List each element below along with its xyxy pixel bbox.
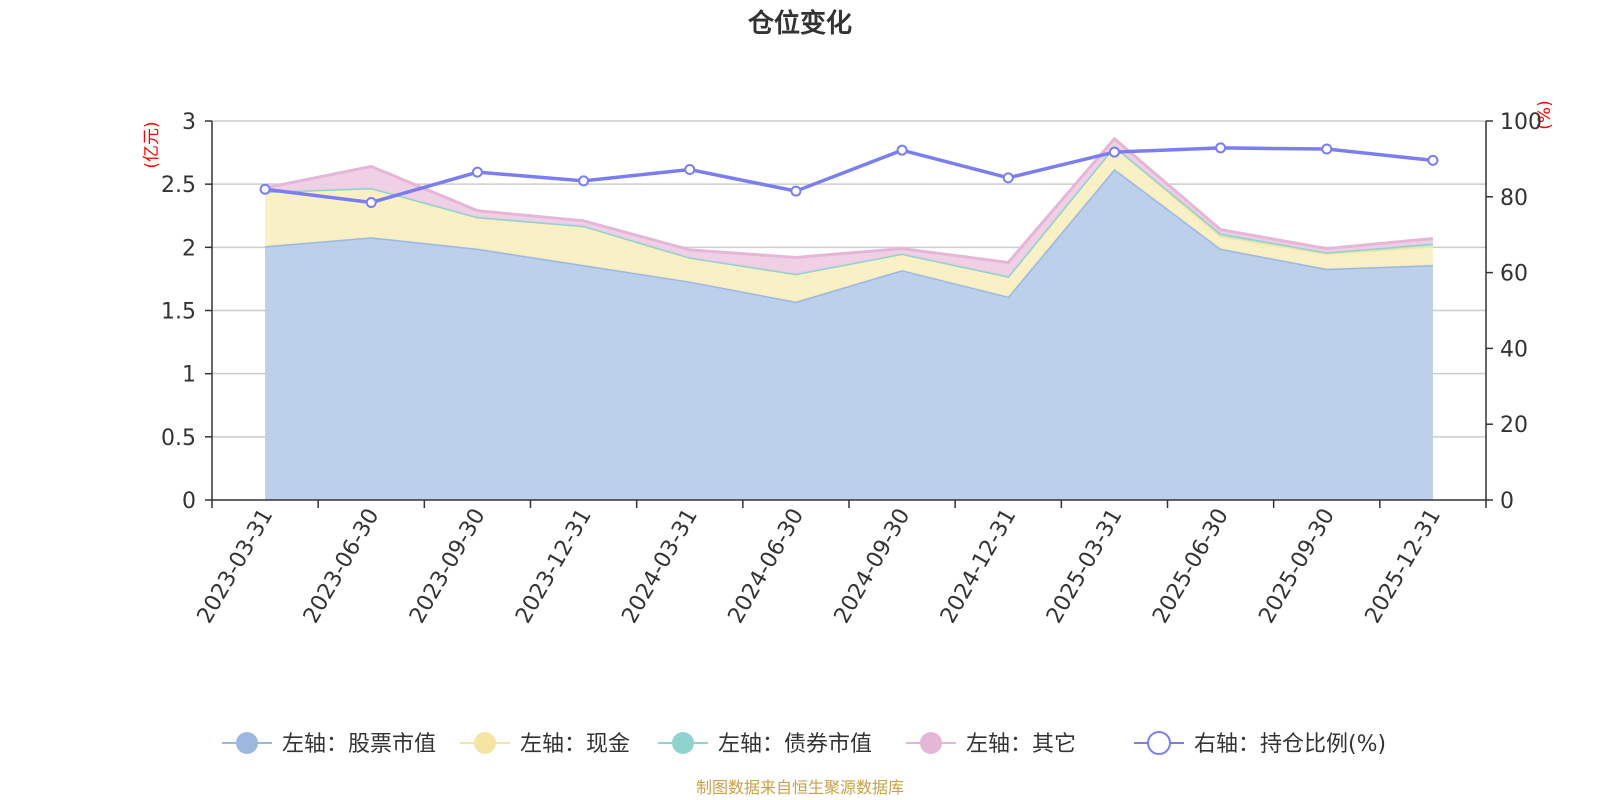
legend-marker-3 xyxy=(672,732,694,754)
legend-label-2: 左轴：现金 xyxy=(520,732,630,757)
chart-title: 仓位变化 xyxy=(747,8,852,39)
x-tick-label: 2023-03-31 xyxy=(193,505,279,628)
ratio-point xyxy=(896,144,908,156)
right-tick-label: 0 xyxy=(1500,489,1514,514)
area-series-2 xyxy=(265,146,1433,302)
ratio-point xyxy=(578,175,590,187)
legend-label-5: 右轴：持仓比例(%) xyxy=(1194,732,1386,757)
ratio-point xyxy=(365,196,377,208)
legend-marker-4 xyxy=(920,732,942,754)
x-tick-label: 2024-09-30 xyxy=(830,504,916,627)
legend: 左轴：股票市值 左轴：现金 左轴：债券市值 左轴：其它 右轴：持仓比例(%) xyxy=(222,731,1386,757)
left-tick-label: 2.5 xyxy=(161,173,196,198)
right-tick-label: 80 xyxy=(1500,186,1528,211)
legend-label-1: 左轴：股票市值 xyxy=(282,732,436,757)
ratio-point xyxy=(1002,172,1014,184)
x-tick-label: 2023-06-30 xyxy=(299,505,385,628)
left-tick-label: 3 xyxy=(182,110,196,135)
ratio-point xyxy=(1427,154,1439,166)
x-tick-label: 2024-06-30 xyxy=(724,505,810,628)
right-tick-label: 60 xyxy=(1500,262,1528,287)
ratio-line-layer xyxy=(259,142,1439,208)
legend-marker-5 xyxy=(1147,731,1171,755)
legend-marker-1 xyxy=(236,732,258,754)
right-axis-unit: (%) xyxy=(1535,100,1555,129)
ratio-point xyxy=(259,183,271,195)
left-tick-label: 0 xyxy=(182,489,196,514)
area-series-1 xyxy=(265,169,1433,501)
x-tick-label: 2023-09-30 xyxy=(405,504,491,627)
ratio-line xyxy=(264,146,1434,205)
ratio-point xyxy=(471,166,483,178)
ratio-point xyxy=(1108,146,1120,158)
ratio-point xyxy=(1215,142,1227,154)
x-tick-label: 2025-03-31 xyxy=(1042,505,1128,628)
area-edge-series-4 xyxy=(264,136,1434,265)
x-tick-label: 2025-12-31 xyxy=(1361,505,1447,628)
right-tick-label: 40 xyxy=(1500,337,1528,362)
left-tick-label: 1.5 xyxy=(161,300,196,325)
right-tick-label: 20 xyxy=(1500,413,1528,438)
source-note: 制图数据来自恒生聚源数据库 xyxy=(696,778,904,797)
x-tick-label: 2025-09-30 xyxy=(1254,505,1340,628)
right-tick-label: 100 xyxy=(1500,110,1542,135)
stacked-areas xyxy=(264,136,1434,501)
legend-label-3: 左轴：债券市值 xyxy=(718,732,872,757)
ratio-point xyxy=(790,185,802,197)
ratio-point xyxy=(1321,143,1333,155)
legend-label-4: 左轴：其它 xyxy=(966,732,1076,757)
left-tick-label: 0.5 xyxy=(161,426,196,451)
left-tick-label: 1 xyxy=(182,363,196,388)
left-tick-label: 2 xyxy=(182,236,196,261)
left-axis-unit: (亿元) xyxy=(142,121,162,168)
ratio-point xyxy=(684,164,696,176)
legend-marker-2 xyxy=(474,732,496,754)
x-tick-label: 2023-12-31 xyxy=(511,505,597,628)
x-tick-label: 2024-03-31 xyxy=(617,505,703,628)
x-tick-label: 2024-12-31 xyxy=(936,505,1022,628)
x-tick-label: 2025-06-30 xyxy=(1148,505,1234,628)
